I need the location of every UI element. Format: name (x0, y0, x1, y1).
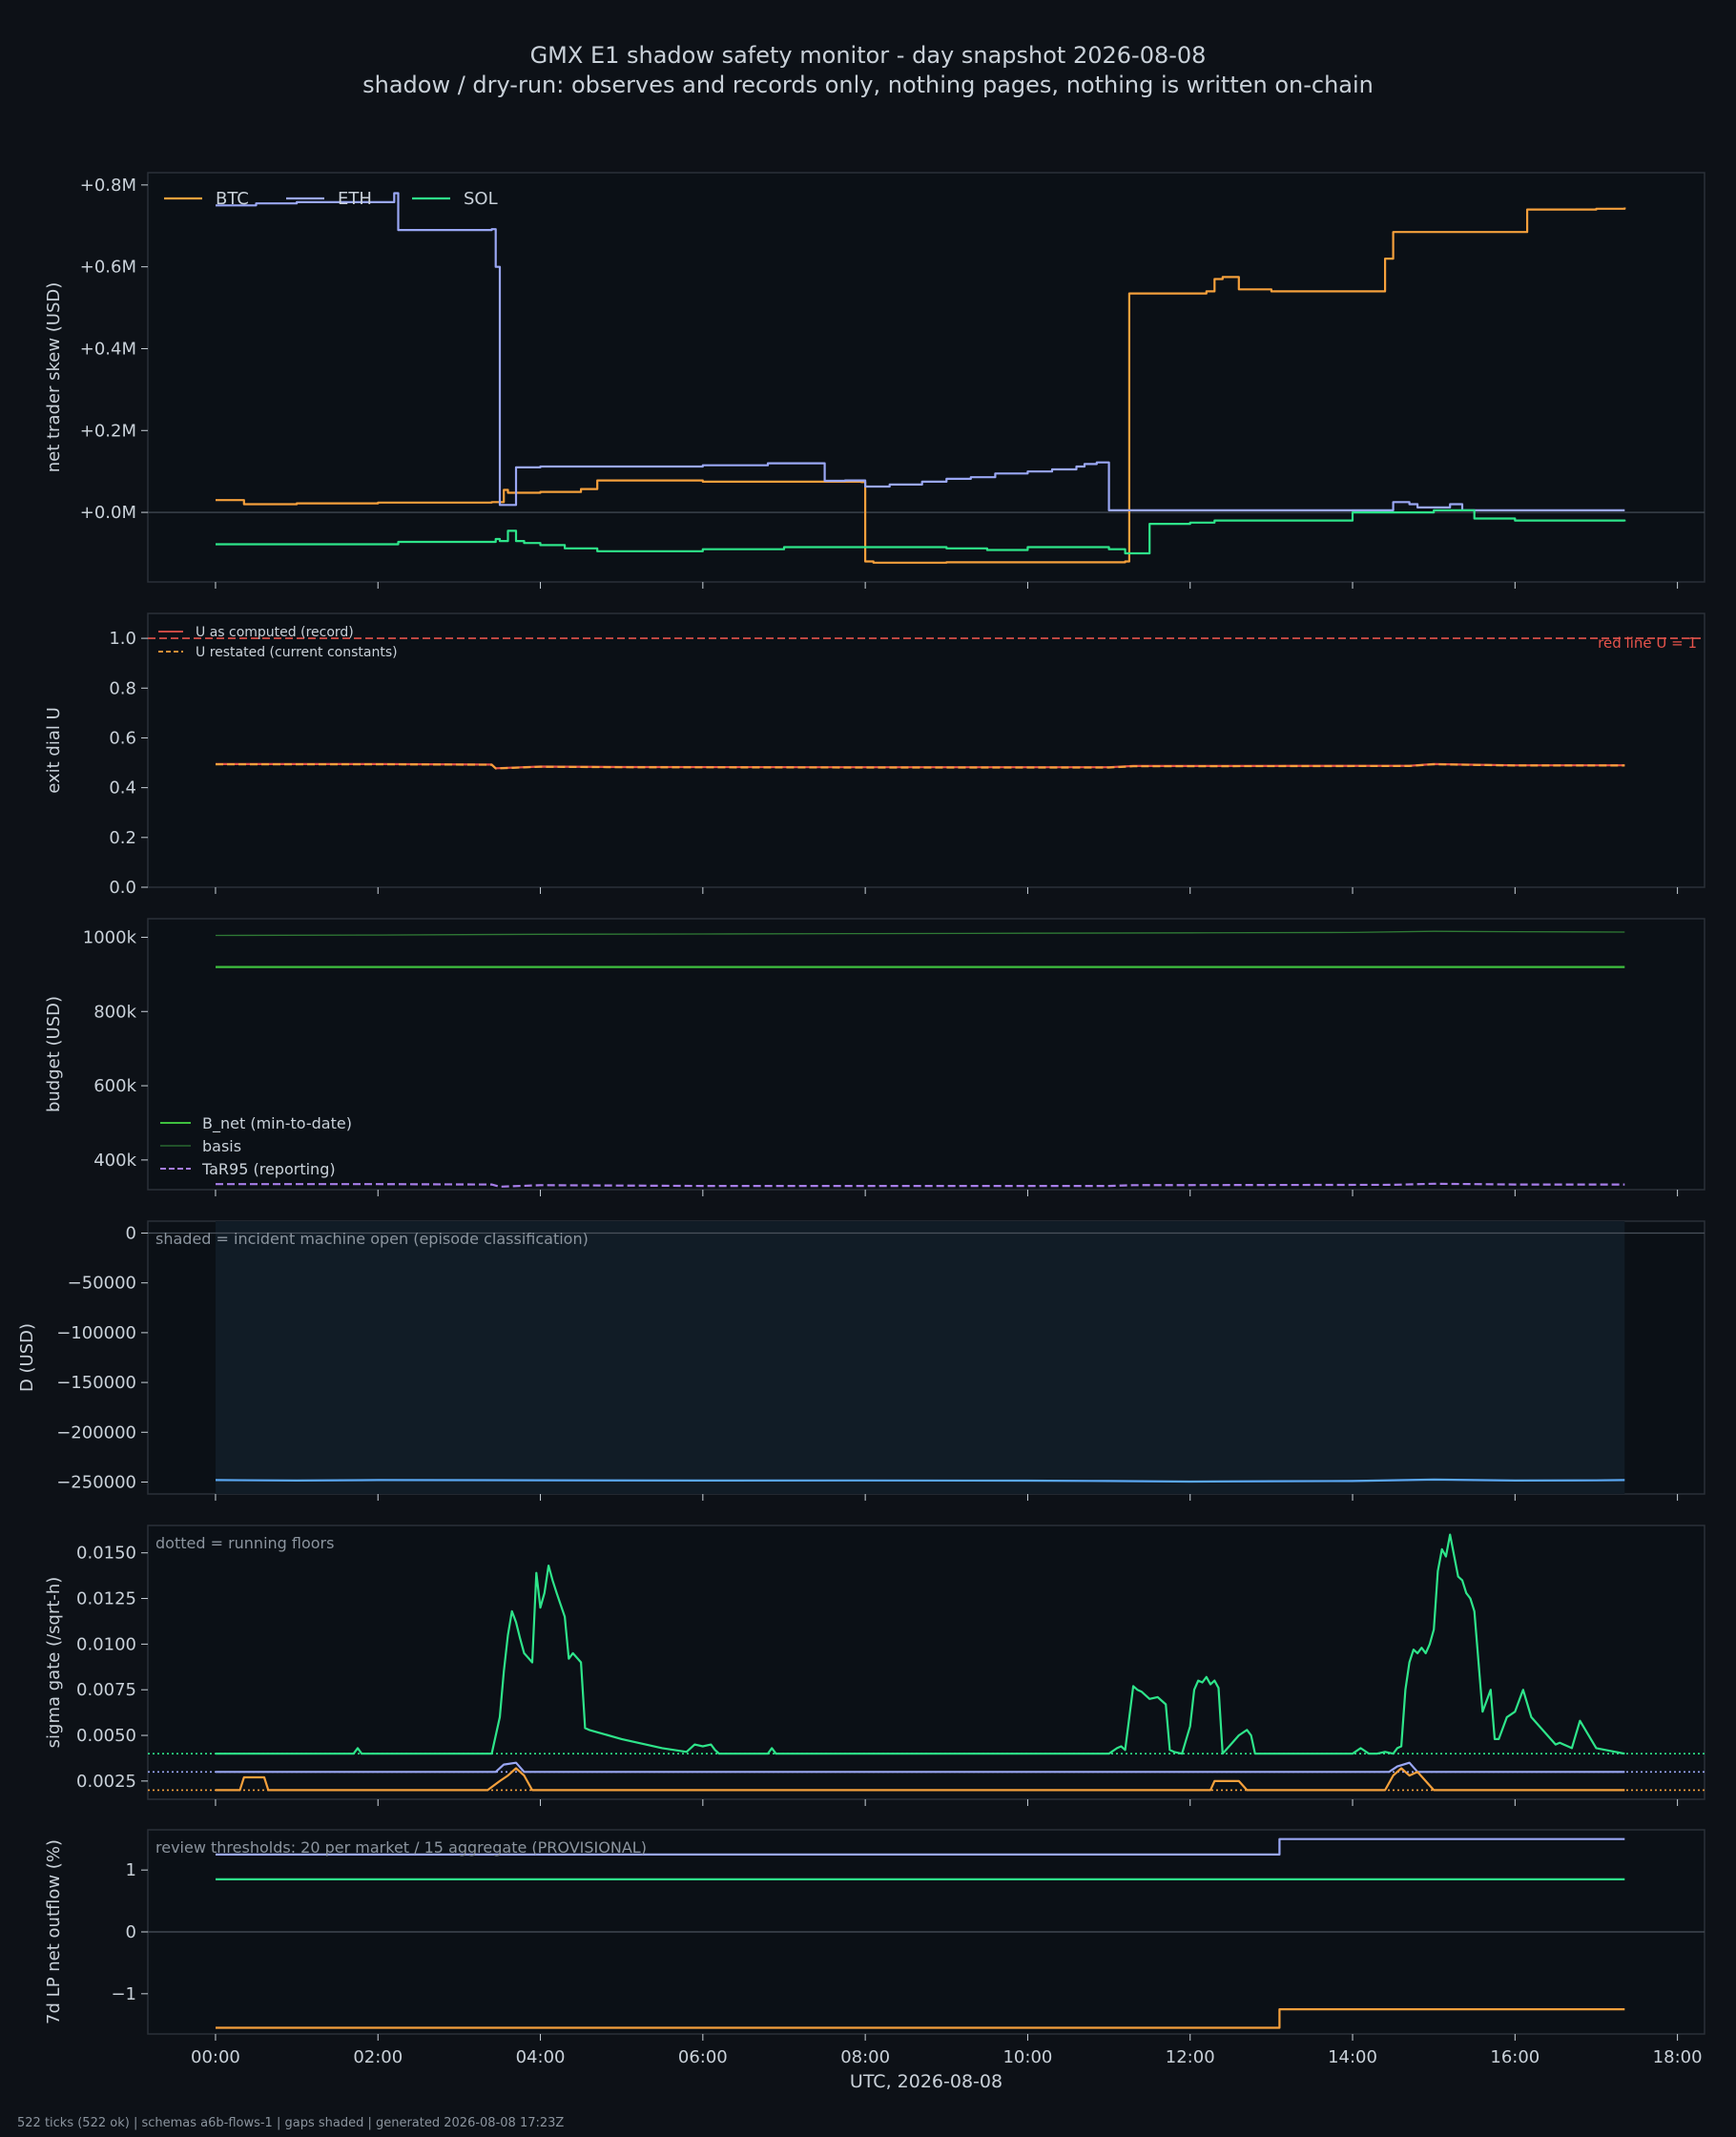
panel-annotation: shaded = incident machine open (episode … (155, 1230, 589, 1248)
y-tick-label: 600k (93, 1076, 136, 1096)
series-line-btc (216, 207, 1626, 564)
y-tick-label: −150000 (56, 1373, 136, 1393)
y-tick-label: 0.0050 (76, 1726, 136, 1746)
legend: B_net (min-to-date) basis TaR95 (reporting… (160, 1114, 352, 1178)
x-tick-label: 10:00 (1002, 2047, 1052, 2067)
y-tick-label: −250000 (56, 1472, 136, 1492)
series-line-eth (216, 192, 1625, 511)
y-axis-label: budget (USD) (44, 996, 64, 1112)
series-line-eth (216, 1837, 1625, 1856)
y-tick-label: +0.2M (80, 421, 136, 441)
y-tick-label: −1 (111, 1984, 136, 2004)
y-tick-label: 0.0100 (76, 1634, 136, 1654)
figure-title: GMX E1 shadow safety monitor - day snaps… (530, 42, 1207, 69)
y-tick-label: 0.0150 (76, 1544, 136, 1564)
series-line-eth (216, 1761, 1625, 1774)
x-tick-label: 08:00 (840, 2047, 890, 2067)
y-tick-label: 0.0125 (76, 1589, 136, 1609)
x-tick-label: 14:00 (1328, 2047, 1377, 2067)
y-tick-label: 1 (126, 1860, 136, 1880)
legend-label: TaR95 (reporting) (201, 1160, 336, 1178)
incident-shade (215, 1221, 1625, 1494)
panel-exit-dial: red line U = 1 0.0 0.2 0.4 0.6 0.8 1.0 exit dia… (44, 612, 1705, 898)
plot-area (147, 612, 1705, 888)
x-tick-label: 16:00 (1490, 2047, 1540, 2067)
series-line-btc (216, 1767, 1625, 1792)
x-axis-label: UTC, 2026-08-08 (850, 2071, 1002, 2092)
legend-label: BTC (216, 189, 249, 209)
y-tick-label: 0.4 (109, 778, 136, 799)
panels: +0.0M +0.2M +0.4M +0.6M +0.8M net trader skew… (17, 172, 1705, 2092)
y-tick-label: +0.8M (80, 176, 136, 196)
series-line-sol (216, 508, 1626, 555)
plot-area (147, 172, 1705, 583)
y-tick-label: 0.6 (109, 728, 136, 748)
y-tick-label: 1.0 (109, 629, 136, 649)
x-tick-label: 04:00 (516, 2047, 566, 2067)
legend-label: ETH (338, 189, 372, 209)
plot-content (148, 192, 1705, 564)
x-tick-label: 02:00 (353, 2047, 403, 2067)
series-line-btc (216, 2008, 1625, 2029)
legend-label: B_net (min-to-date) (202, 1114, 352, 1133)
y-tick-label: −50000 (68, 1274, 136, 1294)
plot-area (147, 1525, 1705, 1800)
panel-budget: 400k 600k 800k 1000k budget (USD) B_net (min-… (44, 918, 1705, 1196)
x-tick-label: 00:00 (191, 2047, 240, 2067)
y-tick-label: 400k (93, 1151, 136, 1171)
y-tick-label: +0.0M (80, 503, 136, 523)
panel-drawdown: 0 −50000 −100000 −150000 −200000 −250000 D (US… (17, 1220, 1705, 1501)
y-tick-label: +0.6M (80, 258, 136, 278)
plot-content (148, 637, 1705, 770)
y-axis-label: net trader skew (USD) (44, 282, 64, 473)
plot-content (148, 1221, 1705, 1494)
y-axis-label: 7d LP net outflow (%) (44, 1839, 64, 2024)
panel-skew: +0.0M +0.2M +0.4M +0.6M +0.8M net trader skew… (44, 172, 1705, 589)
x-tick-label: 18:00 (1653, 2047, 1703, 2067)
y-axis-label: sigma gate (/sqrt-h) (44, 1577, 64, 1749)
legend: U as computed (record) U restated (curren… (158, 625, 398, 660)
x-tick-label: 12:00 (1166, 2047, 1215, 2067)
y-axis-label: exit dial U (44, 707, 64, 794)
plot-content (148, 1837, 1705, 2029)
panel-annotation: dotted = running floors (155, 1534, 334, 1552)
series-line-u-restated-current-constants- (216, 763, 1625, 770)
y-tick-label: 0 (126, 1922, 136, 1942)
y-tick-label: 800k (93, 1002, 136, 1022)
legend-label: U restated (current constants) (196, 645, 398, 660)
y-tick-label: 1000k (83, 927, 137, 947)
y-tick-label: 0.2 (109, 828, 136, 848)
footer-status: 522 ticks (522 ok) | schemas a6b-flows-1… (17, 2116, 564, 2130)
figure-subtitle: shadow / dry-run: observes and records o… (362, 72, 1374, 98)
reference-line-label: red line U = 1 (1598, 634, 1697, 652)
y-axis-label: D (USD) (17, 1323, 37, 1392)
y-tick-label: +0.4M (80, 339, 136, 359)
y-tick-label: 0.0 (109, 878, 136, 898)
legend-label: basis (202, 1137, 241, 1155)
panel-sigma-gate: 0.0025 0.0050 0.0075 0.0100 0.0125 0.0150 sigm… (44, 1525, 1705, 1806)
y-tick-label: 0.8 (109, 678, 136, 698)
series-line-tar95-reporting- (216, 1182, 1625, 1188)
panel-lp-outflow: −1 0 1 00:00 02:00 04:00 06:00 08:00 10:00 12:00 1… (44, 1829, 1705, 2092)
series-line-drawdown (215, 1478, 1625, 1483)
y-tick-label: −200000 (56, 1422, 136, 1442)
plot-content (148, 1533, 1705, 1792)
panel-annotation: review thresholds: 20 per market / 15 ag… (155, 1838, 647, 1857)
x-tick-label: 06:00 (678, 2047, 728, 2067)
plot-area (147, 918, 1705, 1191)
legend-label: U as computed (record) (196, 625, 354, 640)
series-line-sol (216, 1533, 1625, 1755)
plot-content (215, 930, 1625, 1188)
series-line-basis (215, 930, 1625, 937)
y-tick-label: −100000 (56, 1323, 136, 1343)
legend: BTC ETH SOL (164, 189, 498, 209)
legend-label: SOL (464, 189, 498, 209)
y-tick-label: 0 (126, 1224, 136, 1244)
y-tick-label: 0.0025 (76, 1772, 136, 1792)
y-tick-label: 0.0075 (76, 1680, 136, 1700)
